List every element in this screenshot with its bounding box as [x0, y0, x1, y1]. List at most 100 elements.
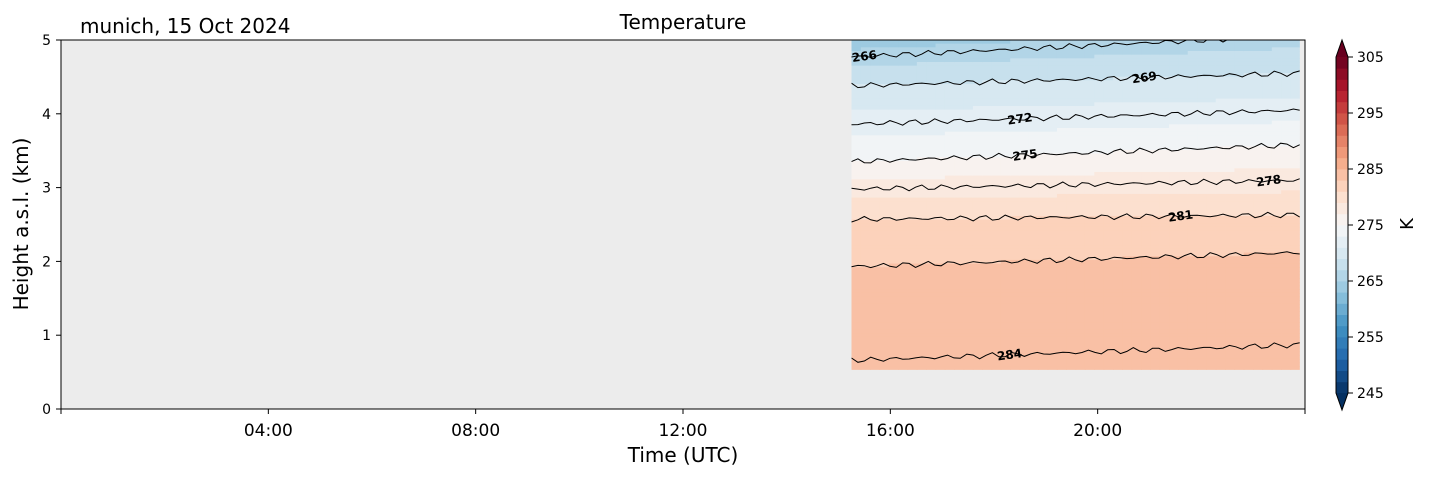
temperature-cell — [1075, 347, 1086, 353]
temperature-cell — [1056, 87, 1067, 92]
temperature-cell — [1019, 153, 1030, 158]
temperature-cell — [1122, 208, 1133, 213]
temperature-cell — [926, 40, 937, 45]
temperature-cell — [1262, 285, 1273, 290]
temperature-cell — [898, 160, 909, 166]
temperature-cell — [1215, 69, 1226, 74]
temperature-cell — [1141, 307, 1151, 312]
temperature-cell — [1253, 263, 1264, 268]
temperature-cell — [1187, 303, 1198, 309]
temperature-cell — [1084, 344, 1095, 349]
temperature-cell — [954, 171, 965, 177]
temperature-cell — [860, 329, 871, 334]
temperature-cell — [1281, 131, 1292, 136]
temperature-cell — [1197, 83, 1208, 89]
temperature-cell — [1178, 344, 1189, 349]
temperature-cell — [1000, 80, 1011, 85]
temperature-cell — [851, 197, 862, 202]
temperature-cell — [1234, 351, 1245, 356]
temperature-cell — [1000, 347, 1011, 353]
temperature-cell — [1028, 358, 1039, 364]
temperature-cell — [1000, 259, 1011, 265]
temperature-cell — [1234, 109, 1245, 114]
temperature-cell — [926, 355, 937, 360]
temperature-cell — [1066, 311, 1077, 316]
temperature-cell — [935, 138, 946, 144]
temperature-cell — [1141, 76, 1151, 81]
temperature-cell — [1038, 94, 1049, 100]
temperature-cell — [1281, 322, 1292, 327]
temperature-cell — [1094, 142, 1105, 147]
temperature-cell — [1187, 329, 1198, 334]
temperature-cell — [963, 146, 974, 151]
temperature-cell — [860, 142, 871, 147]
temperature-cell — [1122, 65, 1133, 70]
temperature-cell — [851, 76, 862, 81]
temperature-cell — [954, 296, 965, 301]
temperature-cell — [1225, 201, 1236, 206]
temperature-cell — [1225, 358, 1236, 364]
temperature-cell — [1131, 47, 1142, 52]
temperature-cell — [1253, 116, 1264, 122]
temperature-cell — [851, 333, 862, 338]
temperature-cell — [1206, 76, 1217, 81]
temperature-cell — [916, 102, 927, 107]
temperature-cell — [1038, 40, 1049, 45]
temperature-cell — [1122, 296, 1133, 301]
temperature-cell — [870, 94, 881, 100]
temperature-cell — [1028, 296, 1039, 301]
temperature-cell — [1187, 105, 1198, 111]
temperature-cell — [860, 325, 871, 331]
temperature-cell — [1122, 215, 1133, 221]
temperature-cell — [1028, 362, 1039, 367]
temperature-cell — [1206, 303, 1217, 309]
temperature-cell — [1150, 263, 1161, 268]
temperature-cell — [1234, 124, 1245, 129]
temperature-cell — [1000, 226, 1011, 232]
temperature-cell — [916, 179, 927, 184]
temperature-cell — [916, 138, 927, 144]
temperature-cell — [1187, 69, 1198, 74]
temperature-cell — [926, 98, 937, 103]
temperature-cell — [935, 50, 946, 56]
temperature-cell — [1038, 270, 1049, 276]
temperature-cell — [963, 109, 974, 114]
temperature-cell — [860, 259, 871, 265]
temperature-cell — [1290, 87, 1300, 92]
temperature-cell — [1019, 366, 1030, 370]
temperature-cell — [1169, 362, 1179, 367]
temperature-cell — [935, 289, 946, 294]
temperature-cell — [1028, 193, 1039, 199]
temperature-cell — [1281, 226, 1292, 232]
temperature-cell — [1094, 193, 1105, 199]
temperature-cell — [1066, 351, 1077, 356]
temperature-cell — [1234, 333, 1245, 338]
temperature-cell — [1038, 281, 1049, 287]
temperature-cell — [991, 252, 1002, 257]
temperature-cell — [982, 325, 993, 331]
temperature-cell — [1131, 201, 1142, 206]
temperature-cell — [1150, 344, 1161, 349]
temperature-cell — [1131, 303, 1142, 309]
temperature-cell — [1234, 267, 1245, 272]
temperature-cell — [1262, 91, 1273, 96]
temperature-cell — [1159, 278, 1170, 283]
temperature-cell — [1047, 212, 1058, 217]
temperature-cell — [935, 164, 946, 169]
temperature-cell — [926, 65, 937, 70]
temperature-cell — [1066, 142, 1077, 147]
temperature-cell — [907, 336, 918, 342]
temperature-cell — [1000, 98, 1011, 103]
temperature-cell — [935, 340, 946, 345]
temperature-cell — [870, 124, 881, 129]
temperature-cell — [879, 292, 890, 298]
temperature-cell — [1206, 355, 1217, 360]
temperature-cell — [1206, 91, 1217, 96]
temperature-cell — [1094, 83, 1105, 89]
temperature-cell — [1178, 171, 1189, 177]
temperature-cell — [944, 120, 955, 125]
temperature-cell — [1000, 168, 1011, 173]
temperature-cell — [1122, 219, 1133, 224]
temperature-cell — [1131, 164, 1142, 169]
temperature-cell — [1169, 329, 1179, 334]
